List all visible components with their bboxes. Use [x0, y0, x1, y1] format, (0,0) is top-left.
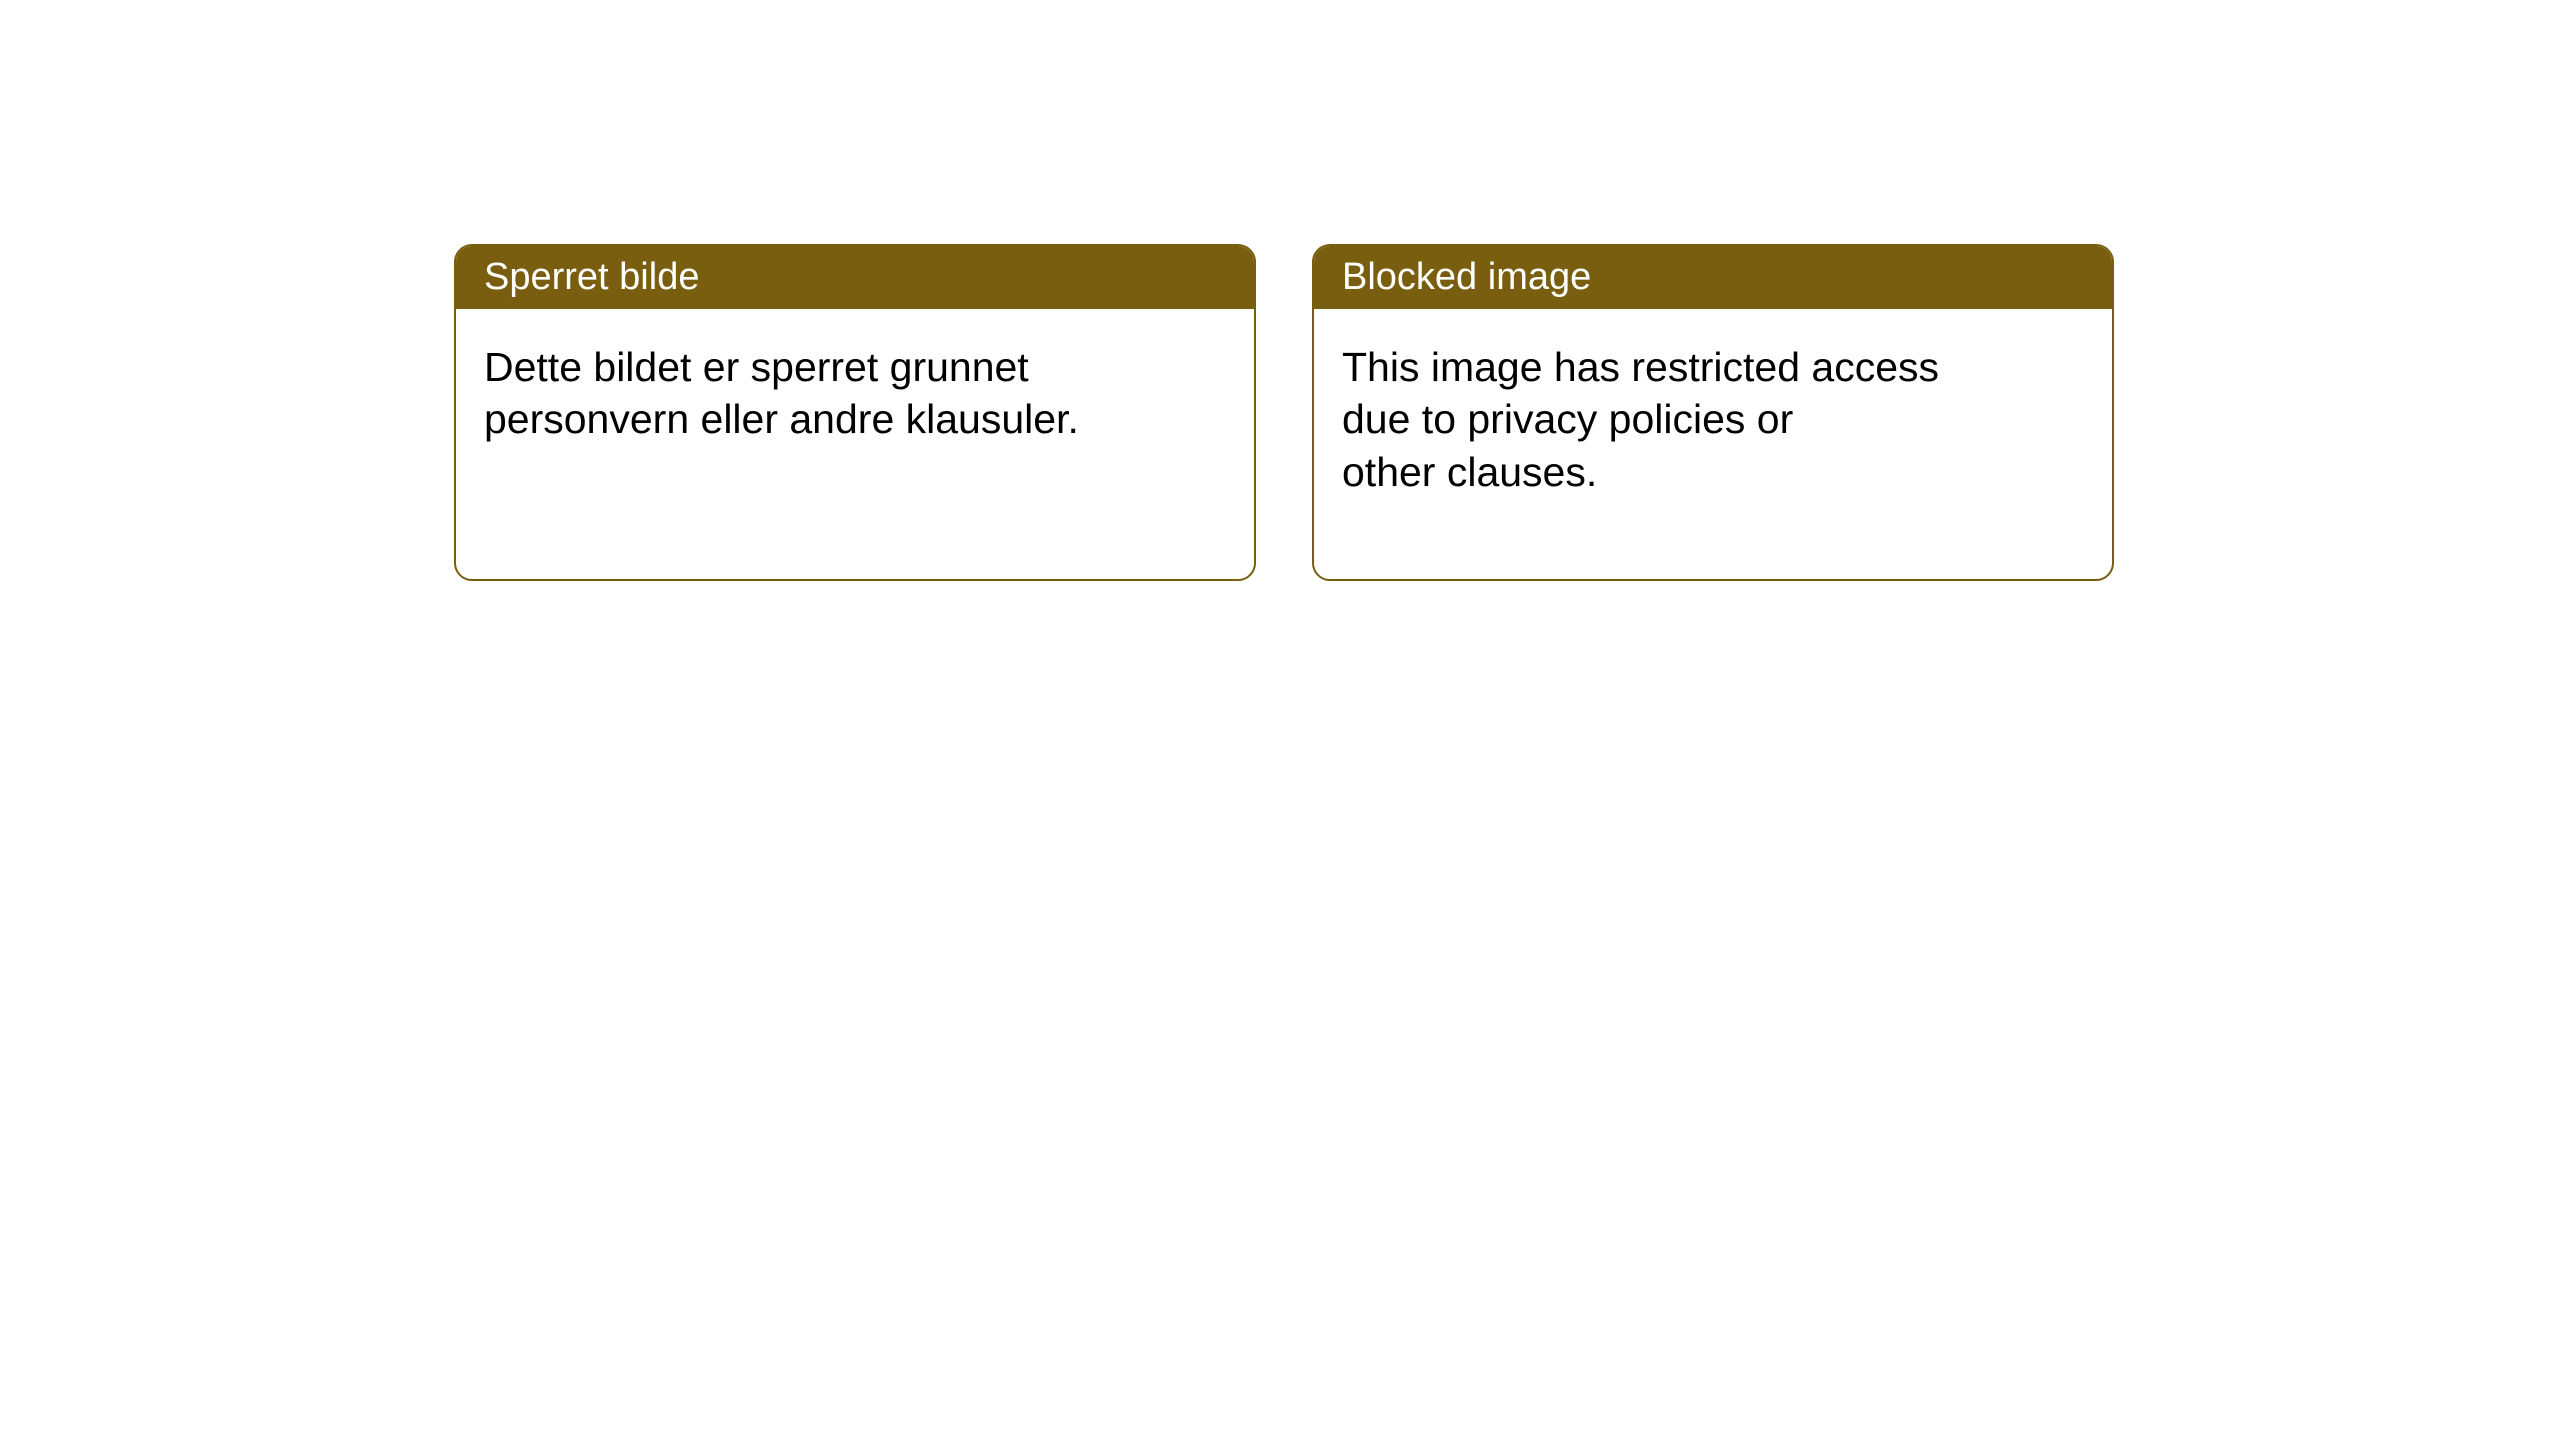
card-body-no: Dette bildet er sperret grunnet personve…	[456, 309, 1254, 478]
cards-container: Sperret bilde Dette bildet er sperret gr…	[0, 0, 2560, 581]
blocked-image-card-no: Sperret bilde Dette bildet er sperret gr…	[454, 244, 1256, 581]
card-body-en: This image has restricted access due to …	[1314, 309, 2112, 530]
card-header-en: Blocked image	[1314, 246, 2112, 309]
blocked-image-card-en: Blocked image This image has restricted …	[1312, 244, 2114, 581]
card-header-no: Sperret bilde	[456, 246, 1254, 309]
